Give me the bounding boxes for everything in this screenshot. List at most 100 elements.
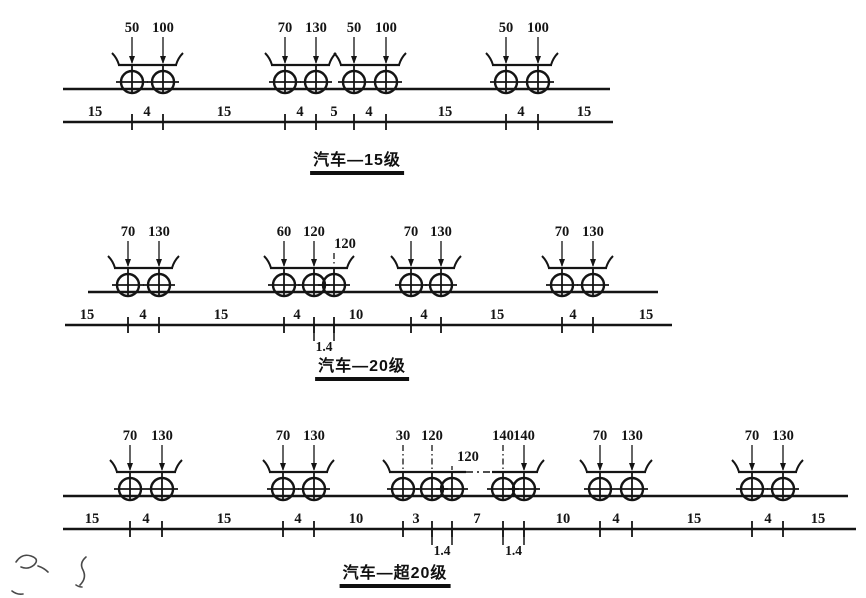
axle-load-label: 120: [457, 449, 479, 465]
dimension-label: 7: [473, 511, 480, 527]
axle-load-label: 140: [492, 428, 514, 444]
truck-end-hook: [326, 459, 335, 473]
dimension-label: 10: [556, 511, 571, 527]
diagram-row-3: 70 130 70 130 30 120 120 140 140 70 130 70 130 15 4 15 4…: [63, 428, 856, 558]
wheel-icon: [318, 268, 350, 298]
axle-load-label: 100: [527, 20, 549, 36]
dimension-label: 5: [330, 104, 337, 120]
wheel-icon: [267, 472, 299, 502]
truck-symbol: 60 120 120: [263, 224, 356, 298]
truck-end-hook: [485, 52, 494, 66]
axle-load-label: 130: [621, 428, 643, 444]
dimension-label: 4: [365, 104, 372, 120]
axle-load-label: 140: [513, 428, 535, 444]
pencil-mark: [11, 590, 24, 595]
leader-arrowhead: [125, 259, 131, 267]
leader-arrowhead: [503, 56, 509, 64]
truck-symbol: 70 130: [107, 224, 180, 298]
axle-load-label: 130: [305, 20, 327, 36]
axle-load-label: 120: [334, 236, 356, 252]
axle-load-label: 130: [151, 428, 173, 444]
leader-arrowhead: [159, 463, 165, 471]
dimension-label: 4: [612, 511, 619, 527]
leader-arrowhead: [282, 56, 288, 64]
dimension-label: 4: [569, 307, 576, 323]
axle-load-label: 100: [375, 20, 397, 36]
axle-load-label: 130: [582, 224, 604, 240]
dimension-label: 4: [294, 511, 301, 527]
dimension-label: 15: [88, 104, 103, 120]
axle-spacing-sublabel: 1.4: [505, 543, 522, 558]
pencil-mark: [75, 584, 83, 588]
axle-load-label: 130: [772, 428, 794, 444]
truck-end-hook: [579, 459, 588, 473]
leader-arrowhead: [156, 259, 162, 267]
truck-end-hook: [644, 459, 653, 473]
truck-symbol: 70 130: [390, 224, 462, 298]
axle-load-label: 130: [148, 224, 170, 240]
truck-end-hook: [262, 459, 271, 473]
wheel-icon: [584, 472, 616, 502]
wheel-icon: [490, 65, 522, 95]
leader-arrowhead: [749, 463, 755, 471]
dimension-label: 10: [349, 307, 364, 323]
wheel-icon: [147, 65, 179, 95]
axle-load-label: 50: [347, 20, 362, 36]
axle-load-label: 30: [396, 428, 411, 444]
truck-symbol: 70 130: [262, 428, 335, 502]
leader-arrowhead: [438, 259, 444, 267]
truck-end-hook: [731, 459, 740, 473]
wheel-icon: [269, 65, 301, 95]
diagram-row-2: 70 130 60 120 120 70 130 70 130 15 4 15 4 10 4 15 4 15 1.4: [65, 224, 672, 354]
dimension-label: 15: [80, 307, 95, 323]
wheel-icon: [767, 472, 799, 502]
wheel-icon: [338, 65, 370, 95]
truck-end-hook: [398, 52, 407, 66]
dimension-label: 10: [349, 511, 364, 527]
leader-arrowhead: [160, 56, 166, 64]
truck-end-hook: [263, 255, 272, 269]
dimension-label: 3: [412, 511, 419, 527]
diagram-title: 汽车—20级: [315, 352, 409, 381]
axle-load-label: 130: [430, 224, 452, 240]
wheel-icon: [114, 472, 146, 502]
pencil-mark: [37, 565, 49, 573]
truck-end-hook: [175, 52, 184, 66]
axle-load-label: 60: [277, 224, 292, 240]
diagram-row-1: 50 100 70 130 50 100 50 100 15 4 15 4 5 4 15 4 15: [63, 20, 613, 130]
truck-symbol: 70 130: [541, 224, 614, 298]
truck-end-hook: [390, 255, 399, 269]
wheel-icon: [300, 65, 332, 95]
dimension-label: 4: [420, 307, 427, 323]
dimension-label: 15: [687, 511, 702, 527]
dimension-label: 4: [517, 104, 524, 120]
dimension-label: 15: [217, 104, 232, 120]
leader-arrowhead: [559, 259, 565, 267]
wheel-icon: [736, 472, 768, 502]
wheel-icon: [546, 268, 578, 298]
wheel-icon: [298, 472, 330, 502]
truck-end-hook: [171, 255, 180, 269]
axle-load-label: 70: [404, 224, 419, 240]
axle-load-label: 70: [745, 428, 760, 444]
truck-end-hook: [346, 255, 355, 269]
wheel-icon: [112, 268, 144, 298]
leader-arrowhead: [597, 463, 603, 471]
truck-end-hook: [453, 255, 462, 269]
leader-arrowhead: [311, 259, 317, 267]
pencil-mark: [79, 556, 87, 586]
axle-load-label: 70: [555, 224, 570, 240]
wheel-icon: [577, 268, 609, 298]
dimension-label: 4: [764, 511, 771, 527]
leader-arrowhead: [535, 56, 541, 64]
truck-symbol: 70 130: [731, 428, 804, 502]
dimension-label: 15: [217, 511, 232, 527]
truck-end-hook: [111, 52, 120, 66]
truck-end-hook: [174, 459, 183, 473]
wheel-icon: [616, 472, 648, 502]
wheel-icon: [143, 268, 175, 298]
axle-load-label: 50: [499, 20, 514, 36]
wheel-icon: [387, 472, 419, 502]
leader-arrowhead: [629, 463, 635, 471]
